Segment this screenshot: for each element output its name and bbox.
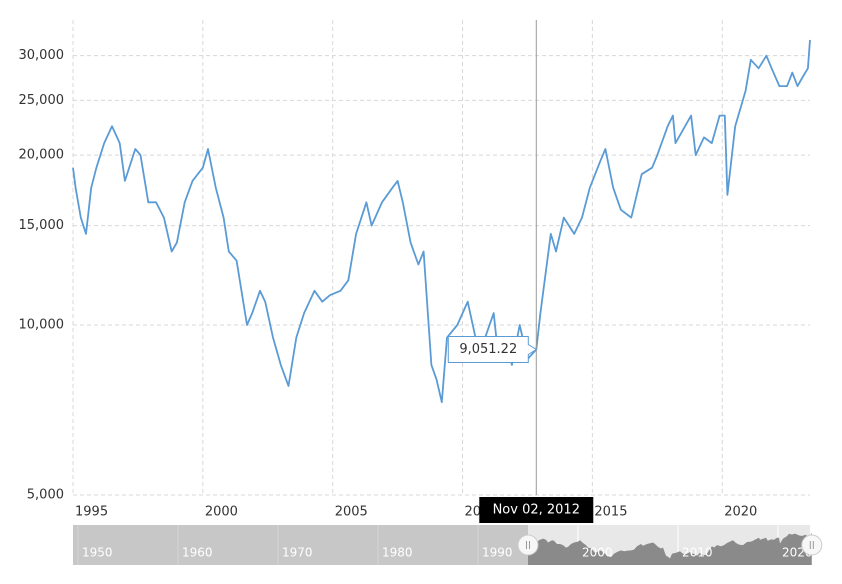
navigator-handle[interactable] bbox=[517, 534, 539, 556]
price-line bbox=[72, 39, 811, 404]
y-tick-label: 20,000 bbox=[19, 148, 65, 163]
navigator-label: 1990 bbox=[482, 546, 513, 560]
handle-circle bbox=[801, 534, 823, 556]
x-tick-label: 2000 bbox=[205, 505, 238, 520]
navigator-mask bbox=[73, 525, 528, 565]
y-tick-label: 10,000 bbox=[19, 318, 65, 333]
y-tick-label: 25,000 bbox=[19, 93, 65, 108]
x-tick-label: 2015 bbox=[594, 505, 627, 520]
handle-circle bbox=[517, 534, 539, 556]
crosshair-date: Nov 02, 2012 bbox=[493, 503, 580, 518]
navigator-label: 1950 bbox=[82, 546, 113, 560]
y-tick-label: 15,000 bbox=[19, 218, 65, 233]
navigator-label: 1970 bbox=[282, 546, 313, 560]
tooltip-value: 9,051.22 bbox=[459, 342, 517, 357]
crosshair-date-box bbox=[479, 497, 594, 523]
x-tick-label: 2020 bbox=[724, 505, 757, 520]
navigator-handle[interactable] bbox=[801, 534, 823, 556]
navigator-label: 1960 bbox=[182, 546, 213, 560]
navigator-area bbox=[528, 532, 812, 565]
y-tick-label: 5,000 bbox=[27, 488, 64, 503]
navigator-label: 2000 bbox=[582, 546, 613, 560]
tooltip-box bbox=[447, 335, 538, 363]
x-tick-label: 2005 bbox=[335, 505, 368, 520]
y-tick-label: 30,000 bbox=[19, 48, 65, 63]
x-tick-label: 1995 bbox=[75, 505, 108, 520]
navigator-label: 2010 bbox=[682, 546, 713, 560]
navigator-label: 1980 bbox=[382, 546, 413, 560]
